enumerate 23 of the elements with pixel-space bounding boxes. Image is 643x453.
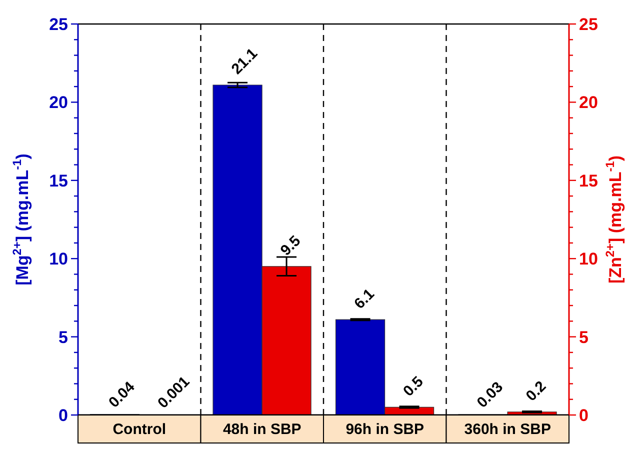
x-tick-label: 360h in SBP	[464, 421, 551, 438]
y-tick-label: 5	[58, 328, 68, 347]
data-label: 6.1	[351, 286, 378, 312]
data-label: 0.2	[522, 378, 550, 405]
y-tick-label: 15	[49, 171, 68, 190]
data-label: 21.1	[228, 45, 262, 78]
x-tick-label: Control	[112, 421, 166, 438]
y2-tick-label: 15	[579, 171, 598, 190]
y2-tick-label: 10	[579, 250, 598, 269]
y2-tick-label: 0	[579, 406, 588, 425]
data-label: 0.04	[106, 378, 139, 412]
y2-tick-label: 5	[579, 328, 588, 347]
y-tick-label: 10	[49, 250, 68, 269]
x-tick-label: 48h in SBP	[222, 421, 302, 438]
data-label: 9.5	[277, 232, 304, 260]
data-label: 0.03	[474, 378, 507, 412]
data-label: 0.5	[400, 373, 427, 400]
y-tick-label: 20	[49, 93, 68, 112]
y-tick-label: 25	[49, 15, 68, 34]
y2-tick-label: 25	[579, 15, 598, 34]
y-tick-label: 0	[58, 406, 68, 425]
y2-tick-label: 20	[579, 93, 598, 112]
x-tick-label: 96h in SBP	[346, 421, 424, 438]
